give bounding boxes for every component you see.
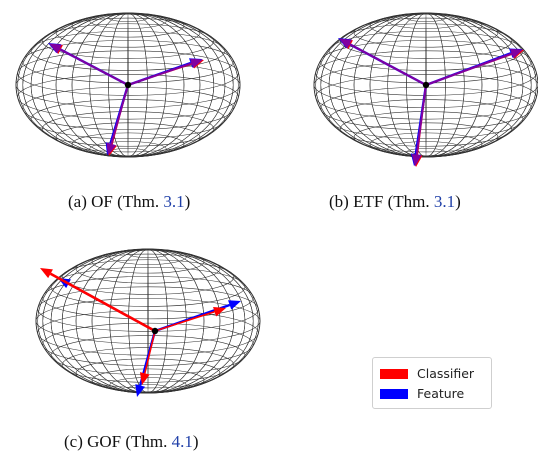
longitude-line <box>75 248 221 394</box>
arrow-shaft <box>49 272 156 333</box>
arrow-shaft <box>425 52 513 86</box>
latitude-line <box>37 286 259 332</box>
sphere-outline <box>35 248 261 394</box>
panel-gof <box>30 243 280 413</box>
overlap-vector-arrow <box>106 84 129 156</box>
arrow-shaft <box>59 48 129 86</box>
longitude-line <box>50 248 246 394</box>
latitude-line <box>37 310 259 356</box>
arrow-head <box>106 142 117 156</box>
legend-swatch-classifier <box>380 368 408 379</box>
latitude-line <box>75 253 221 284</box>
sphere-wireframe <box>15 12 241 158</box>
latitude-line <box>339 23 513 59</box>
arrow-shaft <box>154 310 215 332</box>
latitude-line <box>353 17 499 48</box>
classifier-vector-arrow <box>139 330 156 385</box>
caption-of: (a) OF (Thm. 3.1) <box>68 192 191 211</box>
arrow-head <box>139 372 150 385</box>
arrow-head <box>411 153 422 167</box>
latitude-line <box>128 384 168 393</box>
legend-label-feature: Feature <box>417 386 465 401</box>
latitude-line <box>61 347 235 383</box>
longitude-line <box>109 248 187 394</box>
arrow-head <box>135 384 145 397</box>
arrow-head <box>510 48 523 59</box>
origin-point <box>422 81 430 89</box>
theorem-ref-link[interactable]: 4.1 <box>171 432 193 451</box>
legend-swatch-feature <box>380 388 408 399</box>
sphere-diagram-gof <box>35 248 261 397</box>
latitude-line <box>17 74 239 120</box>
legend-item-feature: Feature <box>380 386 464 401</box>
latitude-line <box>108 13 148 22</box>
latitude-line <box>61 259 235 295</box>
latitude-line <box>406 13 446 22</box>
arrow-shaft <box>415 84 427 155</box>
arrow-head <box>213 306 226 317</box>
latitude-line <box>128 249 168 258</box>
caption-gof: (c) GOF (Thm. 4.1) <box>64 432 199 451</box>
longitude-line <box>42 248 254 394</box>
latitude-line <box>42 322 254 366</box>
longitude-line <box>61 248 235 394</box>
overlap-vector-arrow <box>425 48 523 86</box>
overlap-vector-arrow <box>49 43 129 86</box>
arrow-head <box>339 38 352 49</box>
classifier-vector-arrow <box>40 268 156 333</box>
panel-etf <box>308 12 538 182</box>
latitude-line <box>315 74 537 120</box>
latitude-line <box>22 86 234 130</box>
arrow-shaft <box>349 43 427 86</box>
sphere-diagram-of <box>15 12 241 158</box>
arrow-shaft <box>144 330 156 374</box>
longitude-line <box>61 248 235 394</box>
theorem-ref-link[interactable]: 3.1 <box>433 192 456 211</box>
overlap-vector-arrow <box>339 38 427 86</box>
origin-point <box>124 81 132 89</box>
arrow-head <box>49 43 62 54</box>
legend: Classifier Feature <box>372 357 492 409</box>
longitude-line <box>50 248 246 394</box>
longitude-line <box>75 248 221 394</box>
arrow-head <box>40 268 53 279</box>
longitude-line <box>109 248 187 394</box>
sphere-diagram-etf <box>313 12 538 167</box>
longitude-line <box>37 248 259 394</box>
panel-of <box>10 12 250 182</box>
classifier-vector-arrow <box>154 306 226 332</box>
arrow-shaft <box>110 84 129 145</box>
longitude-line <box>37 248 259 394</box>
sphere-outline <box>15 12 241 158</box>
sphere-wireframe <box>35 248 261 394</box>
sphere-outline <box>313 12 538 158</box>
overlap-vector-arrow <box>411 84 427 167</box>
origin-point <box>151 327 159 335</box>
latitude-line <box>339 111 513 147</box>
theorem-ref-link[interactable]: 3.1 <box>163 192 185 211</box>
caption-etf: (b) ETF (Thm. 3.1) <box>329 192 461 211</box>
overlap-vector-arrow <box>127 58 203 86</box>
latitude-line <box>55 17 201 48</box>
legend-item-classifier: Classifier <box>380 366 474 381</box>
latitude-line <box>406 148 446 157</box>
longitude-line <box>42 248 254 394</box>
legend-label-classifier: Classifier <box>417 366 475 381</box>
arrow-shaft <box>127 62 192 86</box>
arrow-head <box>190 58 203 69</box>
arrow-head <box>228 300 241 310</box>
latitude-line <box>320 86 532 130</box>
latitude-line <box>41 111 215 147</box>
latitude-line <box>41 23 215 59</box>
latitude-line <box>42 276 254 320</box>
longitude-line <box>147 248 149 394</box>
